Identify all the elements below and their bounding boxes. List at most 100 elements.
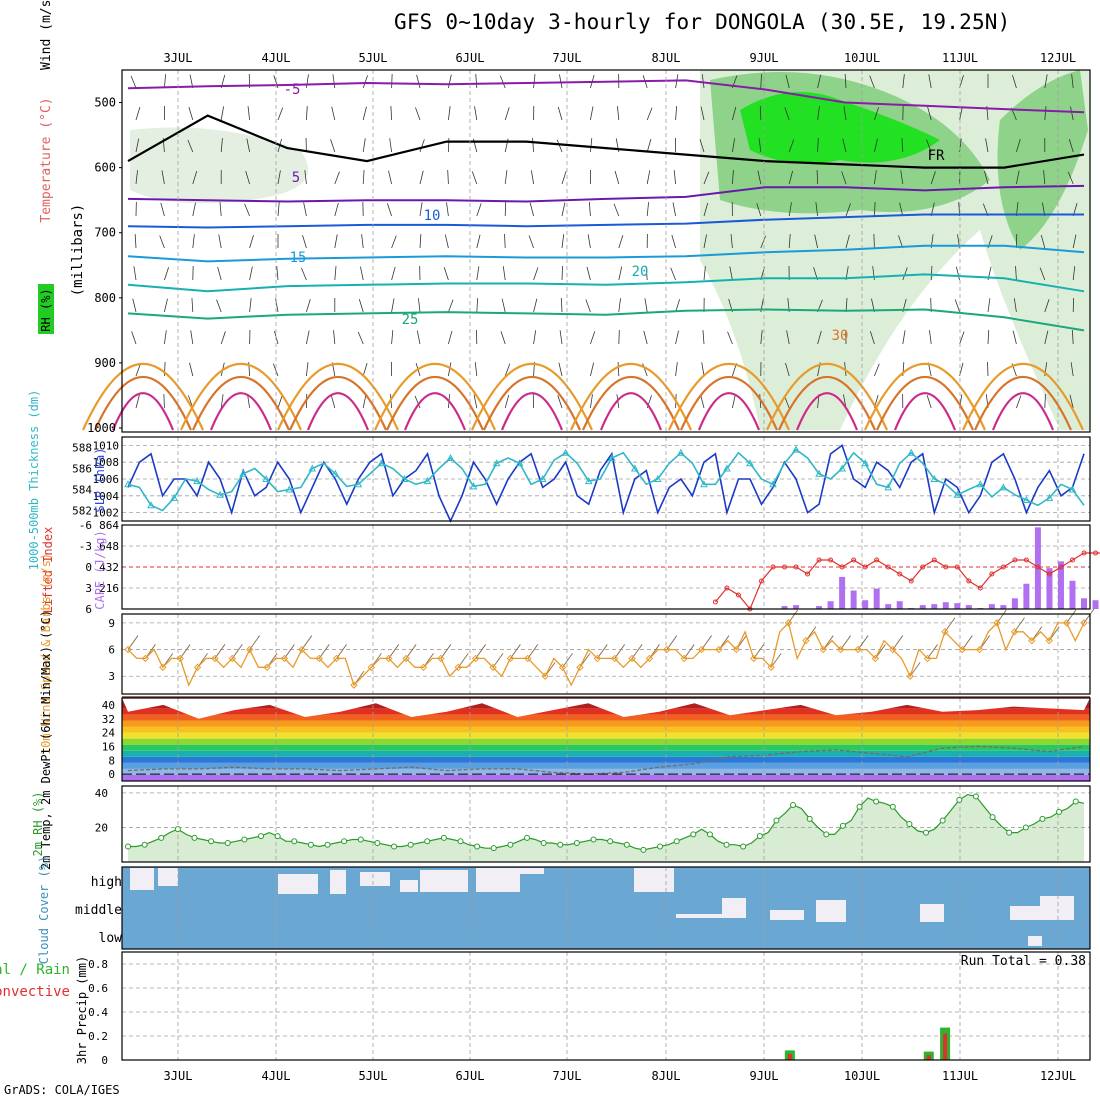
- wind-barb: [788, 139, 795, 153]
- surface-wind-barb: [318, 644, 330, 659]
- wind-barb: [561, 234, 565, 249]
- wind-barb: [788, 202, 792, 217]
- thickness-marker: [147, 501, 155, 509]
- cape-bar: [1046, 568, 1053, 609]
- rh-marker: [174, 826, 181, 833]
- surface-wind-barb: [405, 644, 417, 659]
- wind-barb: [391, 74, 393, 89]
- warm-isotherm-arch: [500, 392, 564, 431]
- date-label-top: 3JUL: [164, 51, 193, 65]
- wind-barb: [590, 106, 594, 121]
- lifted-index-marker: [793, 564, 799, 570]
- temperature-band: [122, 720, 1090, 727]
- thickness-marker: [953, 490, 962, 498]
- rh-marker: [873, 798, 880, 805]
- wind-barb: [845, 298, 848, 313]
- rh-marker: [906, 821, 913, 827]
- wind-barb: [504, 394, 510, 409]
- temperature-band: [122, 708, 1090, 715]
- pressure-tick-label: 1000: [87, 421, 116, 435]
- surface-wind-barb: [1083, 608, 1095, 624]
- wind-barb: [418, 298, 421, 313]
- isotherm-label: 20: [632, 264, 649, 280]
- cloud-gap: [476, 868, 520, 892]
- warm-isotherm-arch: [385, 375, 485, 431]
- warm-isotherm-arch: [991, 392, 1055, 431]
- wind-barb: [556, 139, 563, 153]
- wind-barb: [188, 106, 194, 121]
- rh-marker: [989, 814, 996, 821]
- wind-speed-marker: [245, 645, 254, 654]
- wind-barb: [817, 106, 820, 121]
- cloud-gap: [1028, 936, 1042, 946]
- isotherm-label: FR: [928, 148, 945, 164]
- pressure-tick-label: 600: [94, 161, 116, 175]
- wind-barb: [500, 331, 506, 345]
- wind-barb: [815, 202, 818, 217]
- thickness-marker: [746, 459, 754, 467]
- wind-barb: [1044, 394, 1046, 409]
- wind-barb: [476, 266, 480, 281]
- wind-barb: [306, 74, 309, 89]
- wind-barb: [729, 266, 733, 281]
- wind-barb: [1067, 171, 1074, 185]
- wind-barb: [533, 298, 538, 313]
- lifted-index-marker: [1000, 564, 1006, 570]
- cloud-gap: [400, 880, 418, 892]
- wind-speed-marker: [489, 663, 497, 672]
- thickness-marker: [607, 453, 616, 461]
- wind-barb: [504, 234, 506, 249]
- temperature-band: [122, 726, 1090, 733]
- wind-barb: [869, 75, 875, 89]
- wind-barb: [874, 363, 880, 377]
- lifted-index-marker: [805, 571, 811, 577]
- surface-wind-barb: [301, 635, 313, 650]
- wind-barb: [1015, 266, 1017, 281]
- date-label-bottom: 6JUL: [456, 1069, 485, 1083]
- thickness-marker: [170, 493, 178, 501]
- cape-bar: [793, 605, 800, 609]
- surface-wind-barb: [892, 635, 904, 650]
- wind-barb: [502, 266, 506, 281]
- wind-barb: [758, 138, 762, 153]
- cape-bar: [1000, 605, 1007, 609]
- thickness-marker: [538, 474, 547, 482]
- wind-barb: [416, 74, 421, 89]
- wind-speed-marker: [854, 645, 862, 654]
- rh-marker: [590, 836, 597, 843]
- wind-barb: [1043, 170, 1046, 185]
- cape-tick-label: 216: [99, 582, 119, 595]
- surface-wind-barb: [492, 653, 504, 668]
- wind-barb: [414, 395, 421, 409]
- wind-barb: [192, 170, 198, 185]
- wind-barb: [163, 394, 165, 409]
- wind-barb: [419, 234, 422, 249]
- rh-marker: [507, 841, 514, 848]
- warm-isotherm-arch: [777, 375, 877, 431]
- wind-barb: [334, 234, 338, 249]
- temperature-tick-label: 24: [102, 727, 116, 740]
- wind-barb: [245, 170, 250, 185]
- wind-barb: [874, 138, 878, 153]
- thickness-marker: [653, 474, 662, 482]
- thickness-marker: [561, 448, 570, 456]
- wind-barb: [164, 74, 167, 89]
- slp-tick-label: 1008: [93, 456, 120, 469]
- wind-barb: [504, 363, 511, 377]
- wind-speed-marker: [350, 681, 358, 689]
- surface-wind-barb: [857, 635, 869, 650]
- wind-barb: [901, 138, 904, 153]
- cape-ylabel: CAPE (J/kg): [93, 530, 107, 609]
- wind-barb: [987, 330, 990, 345]
- wind-barb: [869, 331, 875, 345]
- thickness-marker: [469, 482, 478, 490]
- wind-speed-marker: [628, 654, 636, 663]
- rh-marker: [341, 838, 348, 845]
- rh-marker: [324, 841, 331, 848]
- warm-isotherm-arch: [875, 375, 975, 431]
- wind-barb: [675, 299, 681, 313]
- wind-barb: [614, 170, 620, 185]
- cape-bar: [954, 603, 961, 609]
- slp-line: [127, 444, 1085, 523]
